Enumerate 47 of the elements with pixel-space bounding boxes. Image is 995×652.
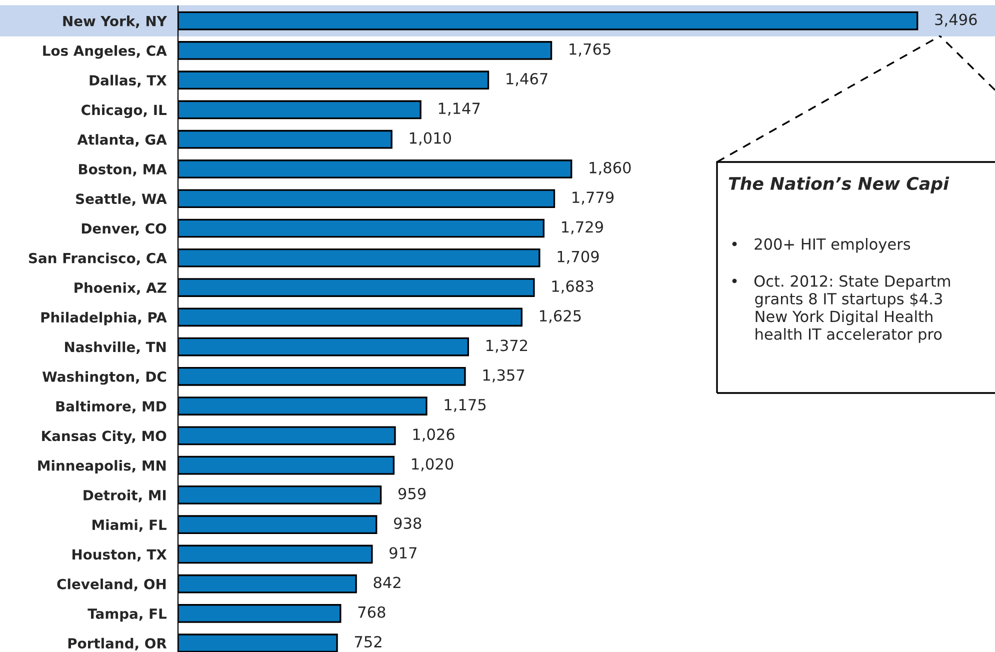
y-tick-label: Chicago, IL: [82, 104, 167, 118]
data-label: 842: [374, 576, 400, 588]
y-tick-label: Miami, FL: [92, 519, 167, 532]
y-tick-label: Denver, CO: [82, 223, 166, 236]
y-tick-label: Seattle, WA: [76, 193, 167, 206]
data-label: 1,860: [590, 162, 631, 175]
y-tick-label: New York, NY: [63, 16, 168, 28]
y-tick-label: Portland, OR: [68, 638, 167, 650]
y-tick-label: Boston, MA: [79, 164, 167, 176]
data-label: 1,026: [413, 428, 454, 442]
data-label: 1,020: [412, 458, 454, 472]
y-tick-label: Phoenix, AZ: [74, 282, 166, 295]
y-tick-label: Atlanta, GA: [77, 134, 167, 147]
data-label: 1,147: [438, 102, 480, 116]
y-tick-label: Los Angeles, CA: [43, 45, 167, 59]
data-label: 917: [390, 547, 416, 559]
annotation: • Oct. 2012: State Departm grants 8 IT startups $4.3 New York Digital Health health IT accelerator pro: [732, 275, 950, 343]
y-tick-label: Baltimore, MD: [56, 400, 166, 414]
y-tick-label: Washington, DC: [42, 371, 166, 385]
data-label: 1,175: [444, 399, 486, 412]
data-label: 1,625: [540, 310, 581, 324]
annotation: • 200+ HIT employers: [732, 238, 910, 253]
y-tick-label: Minneapolis, MN: [38, 460, 166, 474]
data-label: 768: [358, 606, 386, 618]
y-tick-label: Cleveland, OH: [57, 578, 166, 592]
data-label: 1,729: [562, 221, 603, 234]
data-label: 1,709: [558, 250, 599, 264]
data-label: 1,683: [552, 280, 594, 294]
data-label: 1,779: [572, 191, 614, 205]
y-tick-label: Philadelphia, PA: [41, 312, 167, 326]
data-label: 959: [398, 488, 426, 500]
data-label: 938: [394, 517, 422, 530]
data-label: 1,765: [570, 43, 610, 56]
y-tick-label: Kansas City, MO: [42, 430, 166, 444]
data-label: 1,372: [486, 340, 528, 353]
data-label: 3,496: [935, 14, 977, 27]
data-label: 1,357: [483, 369, 524, 382]
y-tick-label: Detroit, MI: [84, 490, 166, 502]
y-tick-label: Dallas, TX: [90, 74, 167, 88]
annotation: The Nation’s New Capi: [728, 176, 950, 194]
data-label: 752: [354, 636, 382, 648]
data-label: 1,467: [506, 72, 548, 86]
y-tick-label: San Francisco, CA: [28, 252, 167, 266]
data-label: 1,010: [410, 132, 451, 146]
y-tick-label: Tampa, FL: [88, 608, 167, 622]
y-tick-label: Nashville, TN: [65, 342, 166, 354]
y-tick-label: Houston, TX: [72, 549, 167, 562]
